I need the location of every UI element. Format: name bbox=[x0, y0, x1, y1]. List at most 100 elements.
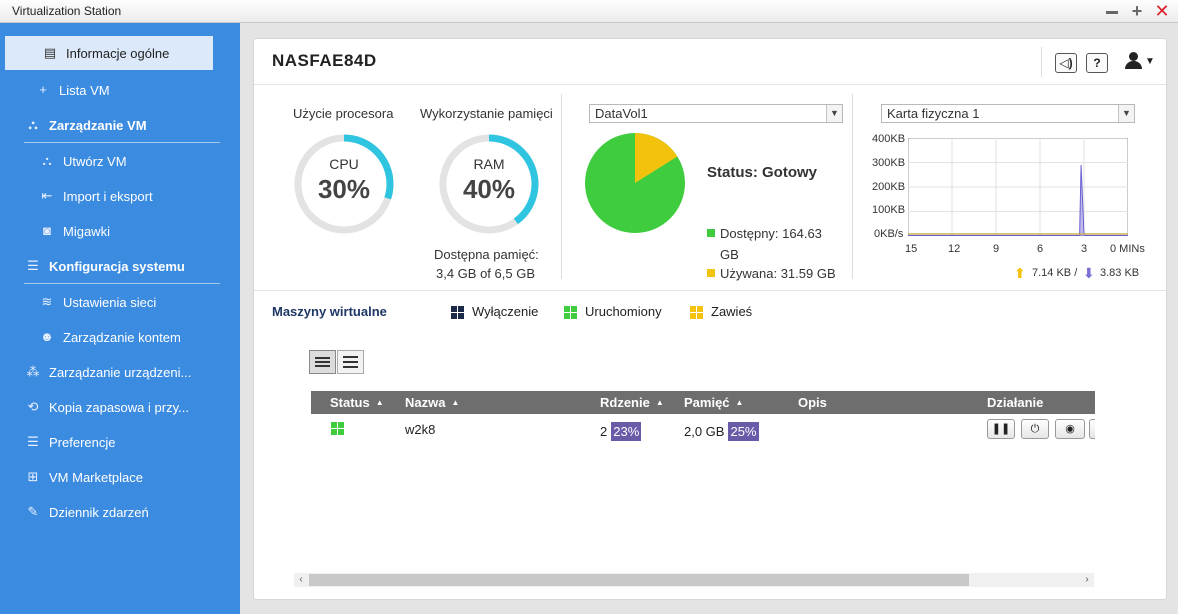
vm-table-header: Status ▲ Nazwa ▲ Rdzenie ▲ Pamięć ▲ Opis Dzi… bbox=[311, 391, 1095, 414]
detail-view-button[interactable] bbox=[337, 350, 364, 374]
sidebar-item-overview[interactable]: ▤ Informacje ogólne bbox=[5, 36, 213, 70]
window-title: Virtualization Station bbox=[12, 4, 122, 18]
minimize-button[interactable] bbox=[1102, 1, 1122, 21]
cubes-icon: ⛬ bbox=[28, 117, 38, 132]
vm-name[interactable]: w2k8 bbox=[405, 422, 436, 437]
help-button[interactable]: ? bbox=[1086, 53, 1108, 73]
sidebar-item-label: Zarządzanie kontem bbox=[63, 329, 181, 345]
sidebar-item-label: Import i eksport bbox=[63, 188, 153, 204]
used-legend-swatch bbox=[707, 269, 715, 277]
backup-icon: ⟲ bbox=[27, 399, 39, 414]
power-icon: ⏻ bbox=[1030, 423, 1040, 435]
scroll-right-icon[interactable]: › bbox=[1085, 574, 1089, 585]
sort-up-icon: ▲ bbox=[375, 398, 384, 407]
sidebar-item-label: Migawki bbox=[63, 223, 110, 239]
sliders-icon: ☰ bbox=[27, 258, 39, 273]
y-tick-label: 400KB bbox=[872, 133, 906, 145]
plus-icon: + bbox=[39, 82, 47, 97]
sidebar-item-system-config[interactable]: ☰ Konfiguracja systemu bbox=[0, 253, 240, 279]
x-tick-label: 12 bbox=[948, 243, 961, 255]
marketplace-icon: ⊞ bbox=[27, 469, 39, 484]
console-button[interactable]: ◉ bbox=[1055, 419, 1085, 439]
legend-stopped-label: Wyłączenie bbox=[472, 304, 539, 319]
column-memory[interactable]: Pamięć ▲ bbox=[684, 395, 744, 410]
more-actions-button[interactable] bbox=[1089, 419, 1095, 439]
available-memory-value: 3,4 GB of 6,5 GB bbox=[436, 266, 535, 281]
pause-button[interactable]: ❚❚ bbox=[987, 419, 1015, 439]
vm-cores: 2 23% bbox=[600, 422, 642, 441]
detail-view-icon bbox=[343, 356, 358, 368]
sidebar-item-snapshots[interactable]: ◙ Migawki bbox=[0, 218, 240, 244]
sidebar-item-label: Preferencje bbox=[49, 434, 116, 450]
caret-down-icon: ▼ bbox=[1145, 56, 1155, 67]
legend-running-label: Uruchomiony bbox=[585, 304, 662, 319]
table-row[interactable]: w2k8 2 23% 2,0 GB 25% ❚❚ ⏻ ◉ bbox=[311, 416, 1095, 442]
cpu-gauge-ring bbox=[294, 134, 394, 234]
storage-used: Używana: 31.59 GB bbox=[720, 266, 836, 281]
column-description[interactable]: Opis bbox=[798, 395, 827, 410]
sidebar-item-network-settings[interactable]: ≋ Ustawienia sieci bbox=[0, 289, 240, 315]
sidebar-item-vm-management[interactable]: ⛬ Zarządzanie VM bbox=[0, 112, 240, 138]
upload-rate: 7.14 KB / bbox=[1032, 267, 1078, 279]
list-view-button[interactable] bbox=[309, 350, 336, 374]
chevron-down-icon: ▼ bbox=[826, 105, 842, 122]
x-tick-label: 0 MINs bbox=[1110, 243, 1145, 255]
column-action: Działanie bbox=[987, 395, 1044, 410]
download-series-line bbox=[908, 164, 1128, 236]
running-legend-icon bbox=[564, 306, 577, 319]
sidebar-item-device-management[interactable]: ⁂ Zarządzanie urządzeni... bbox=[0, 359, 240, 385]
sidebar-item-marketplace[interactable]: ⊞ VM Marketplace bbox=[0, 464, 240, 490]
y-tick-label: 200KB bbox=[872, 181, 906, 193]
x-tick-label: 9 bbox=[993, 243, 1000, 255]
column-cores[interactable]: Rdzenie ▲ bbox=[600, 395, 664, 410]
upload-arrow-icon: ⬆ bbox=[1014, 265, 1026, 281]
chart-grid bbox=[908, 138, 1128, 236]
sidebar-item-label: Ustawienia sieci bbox=[63, 294, 157, 310]
sidebar-item-event-log[interactable]: ✎ Dziennik zdarzeń bbox=[0, 499, 240, 525]
sort-up-icon: ▲ bbox=[451, 398, 460, 407]
horizontal-scrollbar[interactable]: ‹ › bbox=[294, 573, 1094, 587]
network-adapter-select[interactable]: Karta fizyczna 1 ▼ bbox=[881, 104, 1135, 123]
sidebar: ▤ Informacje ogólne + Lista VM ⛬ Zarządz… bbox=[0, 23, 240, 614]
available-legend-swatch bbox=[707, 229, 715, 237]
sidebar-item-import-export[interactable]: ⇤ Import i eksport bbox=[0, 183, 240, 209]
sidebar-item-account-management[interactable]: ☻ Zarządzanie kontem bbox=[0, 324, 240, 350]
sidebar-item-label: VM Marketplace bbox=[49, 469, 143, 485]
log-icon: ✎ bbox=[27, 504, 39, 519]
power-button[interactable]: ⏻ bbox=[1021, 419, 1049, 439]
legend-suspended-label: Zawieś bbox=[711, 304, 753, 319]
scrollbar-thumb[interactable] bbox=[309, 574, 969, 586]
column-status[interactable]: Status ▲ bbox=[330, 395, 384, 410]
help-icon: ? bbox=[1093, 56, 1101, 70]
list-view-icon bbox=[315, 357, 330, 367]
title-bar: Virtualization Station + ✕ bbox=[0, 0, 1178, 23]
storage-available-unit: GB bbox=[720, 247, 739, 262]
close-button[interactable]: ✕ bbox=[1154, 1, 1170, 21]
sidebar-item-label: Zarządzanie VM bbox=[49, 117, 147, 133]
sidebar-item-label: Dziennik zdarzeń bbox=[49, 504, 149, 520]
sidebar-item-vm-list[interactable]: + Lista VM bbox=[0, 77, 240, 103]
sidebar-item-backup[interactable]: ⟲ Kopia zapasowa i przy... bbox=[0, 394, 240, 420]
column-name[interactable]: Nazwa ▲ bbox=[405, 395, 460, 410]
header-separator bbox=[254, 84, 1166, 85]
maximize-button[interactable]: + bbox=[1131, 1, 1143, 21]
scroll-left-icon[interactable]: ‹ bbox=[299, 574, 303, 585]
x-tick-label: 15 bbox=[905, 243, 918, 255]
sidebar-divider bbox=[24, 142, 220, 143]
user-menu-button[interactable]: ▼ bbox=[1124, 50, 1155, 72]
stopped-legend-icon bbox=[451, 306, 464, 319]
ram-gauge: RAM 40% bbox=[437, 132, 541, 236]
network-traffic-chart bbox=[908, 138, 1128, 236]
volume-select[interactable]: DataVol1 ▼ bbox=[589, 104, 843, 123]
main-panel: NASFAE84D ◁) ? ▼ Użycie procesora CPU 30… bbox=[253, 38, 1167, 600]
sidebar-item-create-vm[interactable]: ⛬ Utwórz VM bbox=[0, 148, 240, 174]
speaker-button[interactable]: ◁) bbox=[1055, 53, 1077, 73]
pause-icon: ❚❚ bbox=[991, 423, 1011, 435]
speaker-icon: ◁) bbox=[1059, 56, 1073, 70]
database-icon: ≋ bbox=[41, 294, 53, 309]
volume-select-value: DataVol1 bbox=[595, 106, 648, 121]
page-title: NASFAE84D bbox=[272, 51, 377, 70]
users-icon: ☻ bbox=[40, 329, 54, 344]
available-memory-label: Dostępna pamięć: bbox=[434, 247, 539, 262]
sidebar-item-preferences[interactable]: ☰ Preferencje bbox=[0, 429, 240, 455]
